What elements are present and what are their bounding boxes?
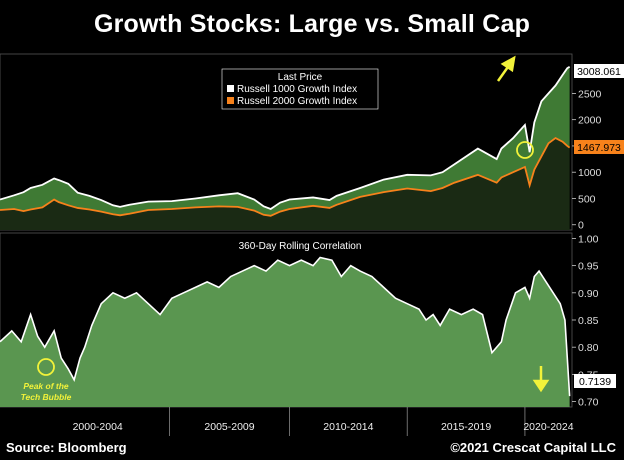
legend-swatch-large-cap bbox=[227, 85, 234, 92]
legend-box bbox=[221, 68, 379, 110]
top-y-tick-label: 1000 bbox=[578, 167, 602, 179]
x-period-label: 2015-2019 bbox=[441, 421, 491, 433]
top-y-tick-label: 500 bbox=[578, 193, 596, 205]
footer bbox=[0, 436, 624, 460]
top-legend: Last Price Russell 1000 Growth Index Rus… bbox=[221, 68, 379, 110]
x-axis: 2000-2004 2005-2009 2010-2014 2015-2019 2020… bbox=[73, 407, 574, 436]
badge-large-cap: 3008.061 bbox=[574, 64, 624, 78]
top-y-tick-label: 0 bbox=[578, 220, 584, 232]
top-up-arrow bbox=[496, 55, 516, 82]
badge-correlation-value: 0.7139 bbox=[579, 376, 611, 388]
top-y-tick-label: 2500 bbox=[578, 88, 602, 100]
large-cap-line bbox=[0, 65, 571, 210]
spread-area bbox=[0, 66, 570, 216]
down-arrow bbox=[532, 366, 550, 393]
legend-label-large-cap: Russell 1000 Growth Index bbox=[237, 84, 357, 95]
source-label: Source: Bloomberg bbox=[6, 440, 127, 455]
badge-small-cap-value: 1467.973 bbox=[577, 142, 621, 154]
x-period-label: 2010-2014 bbox=[323, 421, 373, 433]
top-panel-lines-layer bbox=[0, 65, 571, 217]
bottom-y-tick-label: 0.80 bbox=[578, 342, 599, 354]
bottom-y-tick-label: 0.90 bbox=[578, 288, 599, 300]
bottom-y-tick-label: 1.00 bbox=[578, 233, 599, 245]
bottom-y-tick-label: 0.85 bbox=[578, 315, 599, 327]
x-period-label: 2005-2009 bbox=[204, 421, 254, 433]
top-panel-fill-layer bbox=[0, 66, 570, 230]
chart-title: Growth Stocks: Large vs. Small Cap bbox=[93, 10, 531, 38]
badge-large-cap-value: 3008.061 bbox=[577, 66, 621, 78]
top-highlight-circle bbox=[516, 141, 534, 159]
correlation-area bbox=[0, 257, 570, 407]
copyright-label: ©2021 Crescat Capital LLC bbox=[450, 440, 616, 455]
top-y-tick-label: 2000 bbox=[578, 115, 602, 127]
small-cap-line bbox=[0, 137, 571, 217]
badge-small-cap: 1467.973 bbox=[574, 140, 624, 154]
correlation-line bbox=[0, 256, 571, 397]
legend-title: Last Price bbox=[278, 72, 323, 83]
top-panel-y-axis: 05001000150020002500 bbox=[572, 88, 602, 232]
bottom-y-tick-label: 0.70 bbox=[578, 397, 599, 409]
legend-swatch-small-cap bbox=[227, 97, 234, 104]
chart-canvas: 05001000150020002500 Last Price Russell … bbox=[0, 53, 624, 436]
x-period-label: 2020-2024 bbox=[523, 421, 573, 433]
tech-bubble-label-line2: Tech Bubble bbox=[21, 392, 72, 402]
correlation-title: 360-Day Rolling Correlation bbox=[239, 241, 362, 252]
tech-bubble-label-line1: Peak of the bbox=[23, 381, 69, 391]
small-cap-area bbox=[0, 138, 570, 230]
tech-bubble-circle bbox=[37, 358, 55, 376]
legend-label-small-cap: Russell 2000 Growth Index bbox=[237, 96, 357, 107]
bottom-panel-fill-layer bbox=[0, 256, 571, 407]
x-period-label: 2000-2004 bbox=[73, 421, 123, 433]
badge-correlation: 0.7139 bbox=[574, 374, 616, 388]
bottom-y-tick-label: 0.95 bbox=[578, 261, 599, 273]
